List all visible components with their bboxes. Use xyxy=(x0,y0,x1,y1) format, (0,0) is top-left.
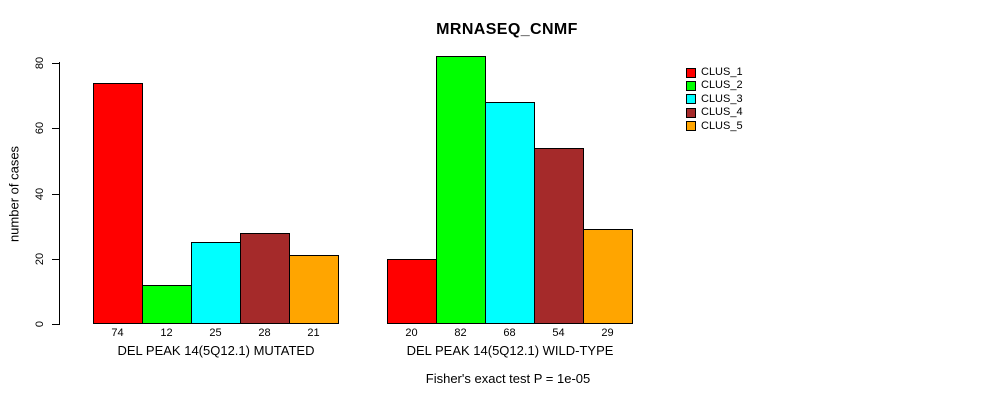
legend-swatch-icon xyxy=(686,94,696,105)
bar-clus_2-group1 xyxy=(142,285,192,324)
legend-swatch-icon xyxy=(686,80,696,91)
legend-entry-label: CLUS_2 xyxy=(701,79,743,92)
legend-entry: CLUS_3 xyxy=(686,92,743,105)
legend-entry: CLUS_1 xyxy=(686,67,743,78)
legend-swatch-icon xyxy=(686,121,696,132)
bar-clus_5-group1 xyxy=(289,255,339,324)
bar-clus_3-group1 xyxy=(191,242,241,324)
bar-value-label: 82 xyxy=(454,327,467,339)
y-tick-label: 80 xyxy=(34,56,46,70)
bar-value-label: 68 xyxy=(503,327,516,339)
y-tick-label: 0 xyxy=(34,320,46,328)
chart-title: MRNASEQ_CNMF xyxy=(436,21,578,38)
group-label: DEL PEAK 14(5Q12.1) WILD-TYPE xyxy=(406,343,614,358)
y-axis-line xyxy=(59,62,60,325)
bar-value-label: 25 xyxy=(209,327,222,339)
bar-clus_1-group1 xyxy=(93,83,143,324)
y-tick-mark xyxy=(52,193,59,195)
y-axis-title: number of cases xyxy=(6,145,22,243)
bar-value-label: 20 xyxy=(405,327,418,339)
annotation-text: Fisher's exact test P = 1e-05 xyxy=(425,371,591,386)
bar-clus_3-group2 xyxy=(485,102,535,324)
bar-value-label: 28 xyxy=(258,327,271,339)
legend-swatch-icon xyxy=(686,107,696,118)
y-tick-mark xyxy=(52,128,59,130)
legend-entry: CLUS_2 xyxy=(686,80,743,91)
y-tick-label: 60 xyxy=(34,122,46,135)
bar-value-label: 29 xyxy=(601,327,614,339)
legend-entry: CLUS_5 xyxy=(686,119,743,132)
y-tick-label: 40 xyxy=(34,187,46,200)
y-tick-mark xyxy=(52,63,59,64)
legend-entry-label: CLUS_1 xyxy=(701,66,743,78)
y-tick-label: 20 xyxy=(34,252,46,265)
legend-entry-label: CLUS_5 xyxy=(701,119,743,132)
group-label: DEL PEAK 14(5Q12.1) MUTATED xyxy=(117,343,315,358)
bar-value-label: 12 xyxy=(160,327,173,339)
legend-entry-label: CLUS_3 xyxy=(701,92,743,105)
bar-clus_2-group2 xyxy=(436,56,486,324)
y-tick-mark xyxy=(52,324,59,325)
bar-clus_4-group1 xyxy=(240,233,290,324)
bar-value-label: 74 xyxy=(111,327,124,339)
bar-clus_1-group2 xyxy=(387,259,437,324)
legend-entry: CLUS_4 xyxy=(686,107,743,118)
legend-entry-label: CLUS_4 xyxy=(701,106,743,119)
bar-value-label: 21 xyxy=(307,327,320,339)
y-tick-mark xyxy=(52,258,59,260)
bar-clus_4-group2 xyxy=(534,148,584,324)
legend-swatch-icon xyxy=(686,67,696,78)
bar-clus_5-group2 xyxy=(583,229,633,324)
bar-value-label: 54 xyxy=(552,327,565,339)
